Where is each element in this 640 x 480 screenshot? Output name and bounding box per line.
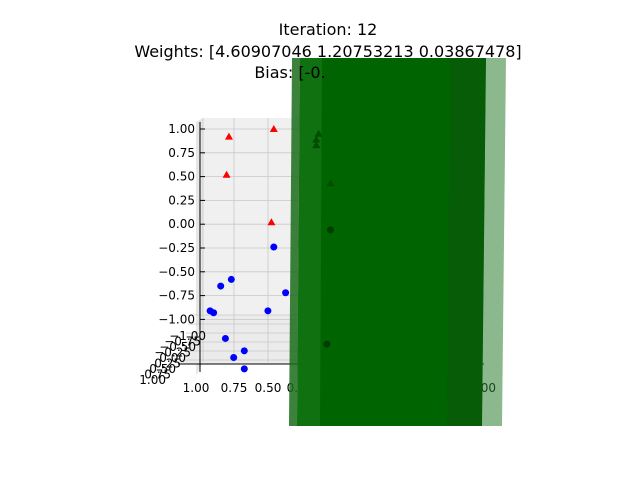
z-tick-label: 1.00: [168, 122, 195, 136]
plane-shade-right: [447, 58, 486, 426]
decision-plane: [289, 58, 506, 426]
data-point-circle: [270, 243, 278, 251]
data-point-triangle: [314, 129, 323, 137]
data-point-triangle: [312, 135, 321, 143]
data-point-circle: [210, 309, 218, 317]
plane-edge-left: [289, 58, 300, 426]
z-tick-label: −0.50: [158, 265, 195, 279]
data-point-triangle: [224, 132, 233, 140]
y-tick-label: 0.50: [149, 362, 176, 376]
data-point-circle: [240, 365, 248, 373]
z-tick-label: 0.25: [168, 193, 195, 207]
plane-highlight: [297, 58, 322, 426]
x-tick-label: 0.50: [255, 381, 282, 395]
data-point-triangle: [326, 179, 335, 187]
chart-title-line-1: Iteration: 12: [278, 20, 378, 39]
x-tick-label: 0.75: [221, 381, 248, 395]
z-tick-label: 0.75: [168, 146, 195, 160]
y-tick-label: 0.00: [159, 351, 186, 365]
floor-pane: [180, 315, 300, 364]
y-tick-label: −1.00: [169, 329, 206, 343]
y-tick-label: 1.00: [139, 373, 166, 387]
data-point-circle: [282, 289, 290, 297]
y-tick-group: −1.00−0.75−0.50−0.250.000.250.500.751.00: [139, 329, 206, 387]
data-point-circle: [323, 340, 331, 348]
y-tick-label: −0.25: [154, 346, 191, 360]
data-point-circle: [227, 275, 235, 283]
points-layer: [206, 125, 335, 373]
data-point-circle: [240, 347, 248, 355]
data-point-circle: [230, 353, 238, 361]
z-tick-label: 0.50: [168, 170, 195, 184]
data-point-circle: [217, 282, 225, 290]
plane-body: [297, 58, 486, 426]
chart-title-line-3-tail: 0: [324, 63, 335, 82]
data-point-triangle: [267, 218, 276, 226]
data-point-circle: [264, 307, 272, 315]
data-point-circle: [221, 334, 229, 342]
data-point-triangle: [269, 125, 278, 132]
chart-title-line-2: Weights: [4.60907046 1.20753213 0.038674…: [134, 42, 522, 61]
data-point-circle: [326, 226, 334, 234]
y-tick-label: 0.75: [144, 368, 171, 382]
back-pane: [203, 118, 300, 362]
y-tick-label: −0.50: [159, 340, 196, 354]
x-tick-label: 1.00: [183, 381, 210, 395]
z-tick-label: −0.75: [158, 289, 195, 303]
plane-back-layer: [482, 58, 506, 426]
z-tick-label: 0.00: [168, 217, 195, 231]
y-tick-label: −0.75: [164, 335, 201, 349]
data-point-triangle: [312, 141, 321, 149]
chart-title-line-3: Bias: [-0.: [254, 63, 326, 82]
z-tick-label: −1.00: [158, 312, 195, 326]
data-point-triangle: [222, 170, 231, 178]
z-tick-label: −0.25: [158, 241, 195, 255]
y-tick-label: 0.25: [154, 357, 181, 371]
z-tick-group: 1.00 0.75 0.50 0.25 0.00 −0.25 −0.50 −0.75 −1.00: [158, 122, 205, 326]
